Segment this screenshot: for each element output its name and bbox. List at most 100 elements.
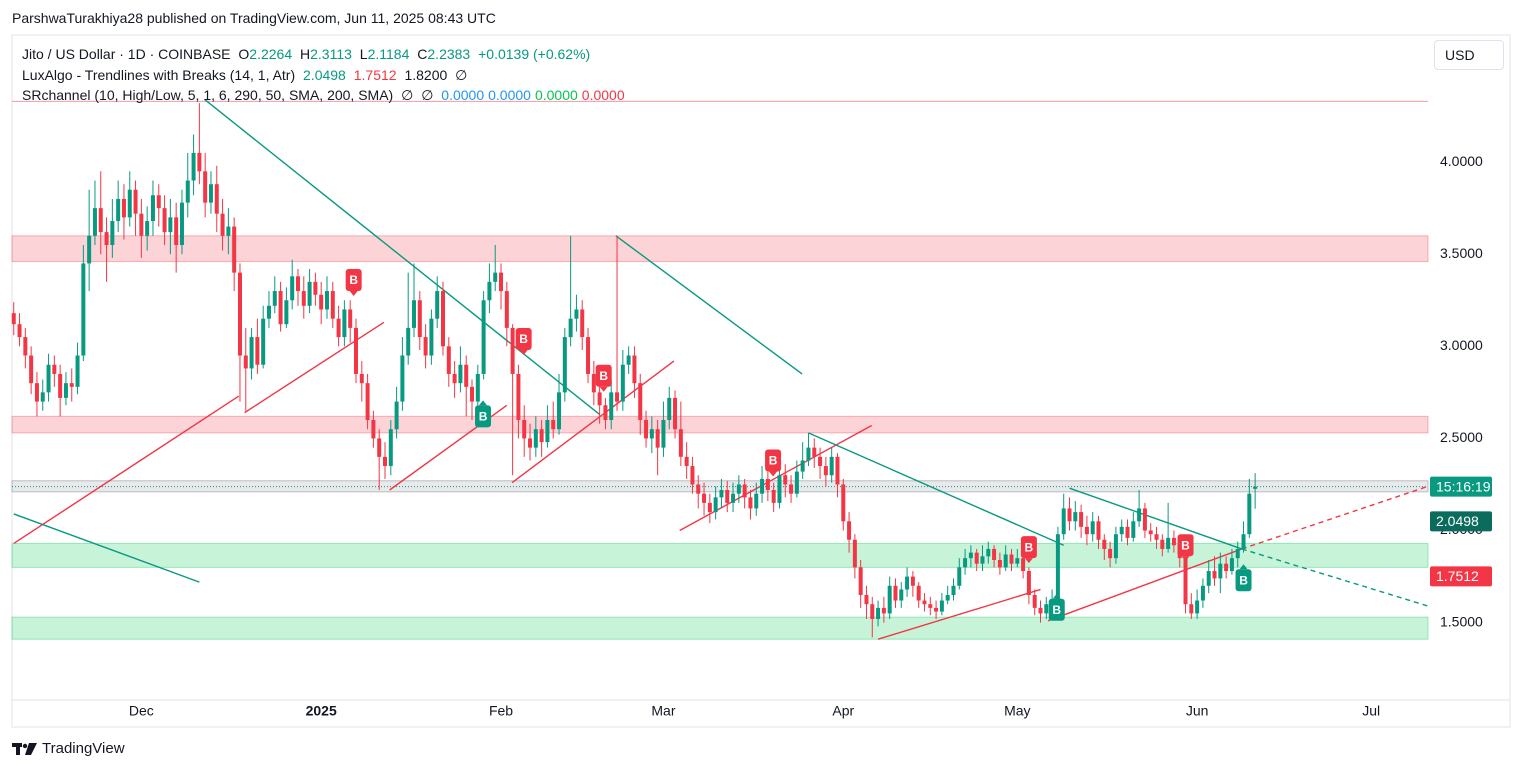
candle-body: [261, 318, 266, 365]
candle-body: [986, 548, 991, 557]
marker-pointer: [519, 349, 528, 355]
x-tick-label: Feb: [489, 703, 513, 719]
candle-body: [133, 189, 138, 214]
candle-body: [1096, 521, 1101, 540]
indicator-name: SRchannel (10, High/Low, 5, 1, 6, 290, 5…: [22, 87, 394, 103]
candle-body: [69, 383, 74, 387]
candle-body: [992, 548, 997, 560]
marker-label: B: [479, 409, 488, 423]
legend: Jito / US Dollar · 1D · COINBASE O2.2264…: [22, 44, 629, 106]
candle-body: [928, 604, 933, 608]
candle-body: [423, 337, 428, 356]
candle-body: [777, 475, 782, 503]
candle-body: [638, 383, 643, 420]
currency-button[interactable]: USD: [1434, 40, 1504, 70]
marker-label: B: [519, 332, 528, 346]
candle-body: [1090, 521, 1095, 535]
candle-body: [1125, 526, 1130, 538]
indicator-name: LuxAlgo - Trendlines with Breaks (14, 1,…: [22, 66, 296, 83]
candle-body: [910, 576, 915, 586]
candle-body: [916, 585, 921, 601]
candle-body: [574, 309, 579, 319]
candle-body: [673, 397, 678, 430]
candle-body: [951, 585, 956, 595]
trendline: [1241, 548, 1429, 607]
indicator-value: 1.7512: [353, 66, 397, 83]
candle-body: [464, 364, 469, 387]
zone: [11, 235, 1429, 263]
candle-body: [87, 235, 92, 264]
candle-body: [725, 490, 730, 503]
candle-body: [1009, 554, 1014, 564]
candle-body: [968, 552, 973, 559]
candle-body: [678, 429, 683, 457]
candle-body: [649, 429, 654, 439]
indicator-empty: ∅: [421, 87, 434, 103]
trendline: [615, 235, 803, 375]
x-tick-label: 2025: [306, 703, 337, 719]
candle-body: [162, 208, 167, 233]
candle-body: [336, 318, 341, 338]
y-tick-label: 2.5000: [1440, 429, 1483, 445]
candle-body: [191, 152, 196, 181]
candle-body: [661, 420, 666, 448]
candle-body: [1021, 558, 1026, 572]
trendline: [13, 395, 240, 545]
x-tick-label: Dec: [129, 703, 154, 719]
candle-body: [876, 607, 881, 619]
candle-body: [377, 438, 382, 457]
candle-body: [272, 291, 277, 306]
candle-body: [179, 202, 184, 245]
indicator-value: 0.0000: [488, 87, 531, 103]
candle-body: [974, 552, 979, 564]
candle-body: [823, 466, 828, 476]
candle-body: [1079, 512, 1084, 527]
candle-body: [104, 232, 109, 245]
candle-body: [835, 456, 840, 485]
candle-body: [1218, 563, 1223, 579]
candle-body: [417, 300, 422, 338]
candle-body: [597, 392, 602, 406]
candle-body: [580, 309, 585, 338]
candle-body: [934, 607, 939, 612]
trendline: [511, 360, 675, 484]
candle-body: [63, 383, 68, 398]
indicator-value: 0.0000: [581, 87, 625, 103]
candle-body: [1108, 548, 1113, 559]
candle-body: [1189, 604, 1194, 614]
candle-body: [615, 392, 620, 402]
candle-body: [493, 272, 498, 282]
candle-body: [742, 484, 747, 498]
candle-body: [702, 493, 707, 503]
y-tick-label: 3.5000: [1440, 245, 1483, 261]
trendline: [808, 432, 1064, 546]
candle-body: [667, 397, 672, 420]
lux-lower-box: [1430, 566, 1492, 587]
candle-body: [249, 337, 254, 369]
candle-body: [997, 560, 1002, 568]
candle-body: [365, 383, 370, 420]
candle-body: [290, 276, 295, 301]
candle-body: [893, 585, 898, 601]
candle-body: [255, 337, 260, 365]
candle-body: [818, 456, 823, 467]
candle-body: [116, 198, 121, 222]
candle-body: [1084, 526, 1089, 535]
candle-body: [655, 429, 660, 448]
indicator-value: 1.8200: [404, 66, 448, 83]
marker-box: [475, 405, 492, 428]
candle-body: [301, 291, 306, 306]
trendline: [1069, 487, 1243, 550]
trendline: [244, 321, 385, 414]
ohlc-value: 2.2383: [427, 46, 471, 62]
countdown-label: 15:16:19: [1436, 478, 1491, 494]
candle-body: [226, 226, 231, 236]
candle-body: [139, 213, 144, 236]
ohlc-c: C: [417, 46, 428, 62]
lux-upper-label: 2.0498: [1436, 513, 1479, 529]
trendline: [679, 424, 873, 532]
candle-body: [475, 373, 480, 402]
candle-body: [939, 600, 944, 612]
candle-body: [1055, 534, 1060, 601]
candle-body: [545, 420, 550, 443]
